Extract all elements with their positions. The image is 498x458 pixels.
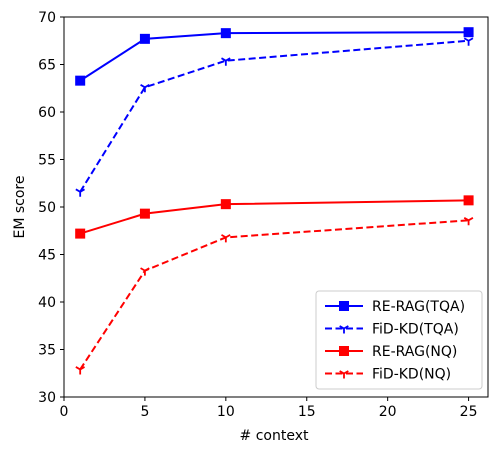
- legend-label: RE-RAG(NQ): [372, 344, 457, 360]
- x-axis-label: # context: [240, 428, 309, 444]
- legend-label: FiD-KD(TQA): [372, 322, 459, 338]
- marker-square: [139, 33, 150, 44]
- series-3: [75, 217, 474, 375]
- marker-square: [75, 228, 86, 239]
- series-line: [79, 31, 469, 82]
- marker-tri-down: [221, 234, 231, 243]
- series-line: [79, 219, 469, 370]
- y-tick-label: 70: [38, 10, 56, 26]
- marker-tri-down: [339, 325, 349, 334]
- marker-tri-down: [339, 370, 349, 379]
- legend-label: FiD-KD(NQ): [372, 367, 451, 383]
- axes: 0 5 10 15 20 25 30 35 40 45 50 55 60 65 70: [38, 10, 489, 420]
- legend-entry: RE-RAG(TQA): [325, 299, 465, 315]
- series-line: [79, 199, 469, 235]
- x-tick-label: 10: [217, 404, 235, 420]
- marker-square: [220, 199, 231, 210]
- y-tick-label: 50: [38, 200, 56, 216]
- series-2: [75, 195, 474, 239]
- marker-square: [220, 28, 231, 39]
- y-tick-label: 30: [38, 390, 56, 406]
- legend-entry: FiD-KD(TQA): [325, 322, 459, 338]
- series-0: [75, 27, 474, 86]
- x-tick-label: 5: [140, 404, 149, 420]
- x-tick-label: 15: [298, 404, 316, 420]
- y-tick-label: 45: [38, 248, 56, 264]
- legend-entry: FiD-KD(NQ): [325, 367, 451, 383]
- marker-square: [75, 75, 86, 86]
- plot-area: [75, 27, 474, 375]
- legend-label: RE-RAG(TQA): [372, 299, 465, 315]
- marker-tri-down: [463, 217, 474, 226]
- legend: RE-RAG(TQA) FiD-KD(TQA) RE-RAG(NQ) FiD-KD(N…: [315, 290, 483, 390]
- marker-square: [139, 208, 150, 219]
- marker-tri-down: [140, 84, 150, 93]
- x-tick-label: 25: [460, 404, 478, 420]
- y-tick-label: 55: [38, 153, 56, 169]
- marker-square: [463, 27, 474, 38]
- y-tick-label: 60: [38, 105, 56, 121]
- marker-tri-down: [221, 57, 231, 66]
- marker-square: [339, 346, 349, 356]
- y-tick-label: 65: [38, 58, 56, 74]
- y-tick-label: 35: [38, 343, 56, 359]
- series-1: [75, 37, 474, 197]
- marker-tri-down: [75, 188, 85, 197]
- marker-tri-down: [75, 366, 85, 375]
- y-tick-label: 40: [38, 295, 56, 311]
- legend-entry: RE-RAG(NQ): [325, 344, 457, 360]
- marker-tri-down: [140, 267, 150, 276]
- marker-tri-down: [463, 37, 474, 46]
- marker-square: [463, 195, 474, 206]
- x-tick-label: 20: [379, 404, 397, 420]
- series-line: [79, 39, 469, 193]
- y-axis-label: EM score: [12, 176, 28, 239]
- legend-box: [315, 290, 483, 390]
- x-tick-label: 0: [60, 404, 69, 420]
- marker-square: [339, 301, 349, 311]
